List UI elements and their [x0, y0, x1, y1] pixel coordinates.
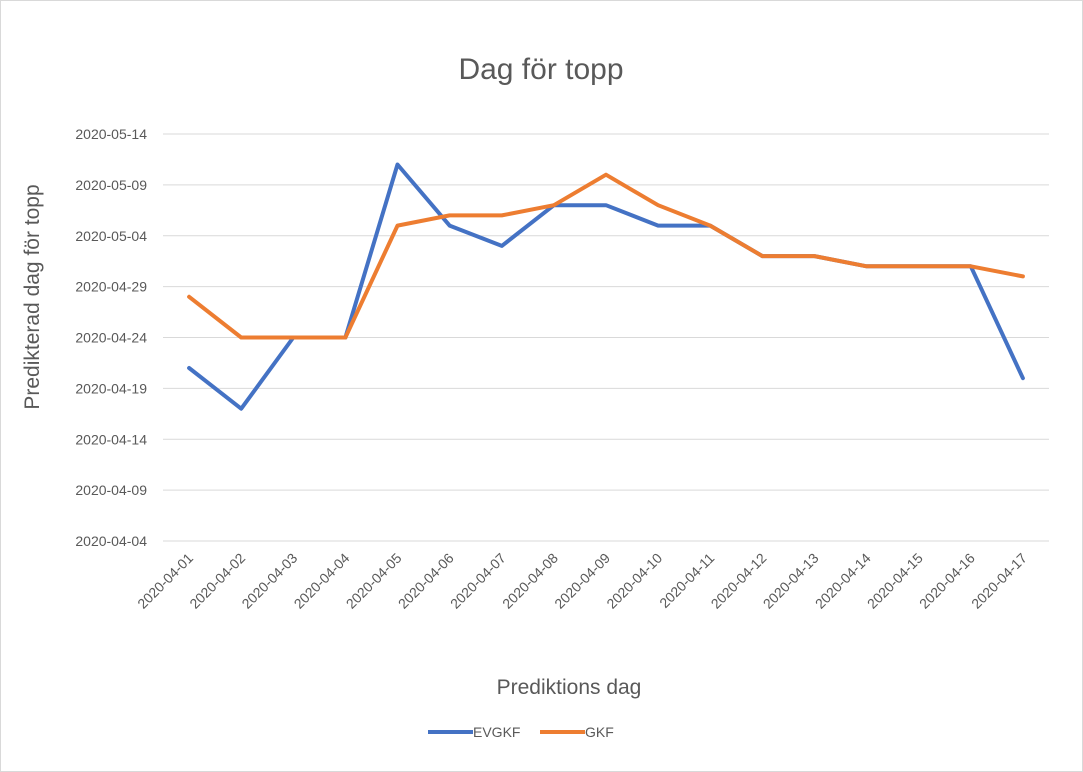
- y-tick-label: 2020-04-29: [75, 279, 147, 295]
- x-tick-label: 2020-04-10: [603, 550, 665, 612]
- x-axis-tick-labels: 2020-04-012020-04-022020-04-032020-04-04…: [134, 550, 1030, 612]
- series-line-gkf: [187, 172, 1025, 340]
- series-lines: [187, 162, 1025, 411]
- x-axis-title: Prediktions dag: [497, 676, 642, 699]
- y-tick-label: 2020-04-04: [75, 533, 147, 549]
- y-axis-title: Predikterad dag för topp: [21, 184, 44, 409]
- gridlines: [163, 133, 1049, 542]
- y-tick-label: 2020-05-04: [75, 228, 147, 244]
- y-tick-label: 2020-05-09: [75, 177, 147, 193]
- legend-label-evgkf: EVGKF: [473, 724, 520, 740]
- y-tick-label: 2020-04-14: [75, 431, 147, 447]
- y-tick-label: 2020-05-14: [75, 126, 147, 142]
- y-tick-label: 2020-04-24: [75, 330, 147, 346]
- y-tick-label: 2020-04-09: [75, 482, 147, 498]
- chart-title: Dag för topp: [458, 53, 623, 86]
- y-axis-tick-labels: 2020-04-04 2020-04-09 2020-04-14 2020-04-19…: [75, 126, 147, 549]
- y-tick-label: 2020-04-19: [75, 380, 147, 396]
- x-tick-label: 2020-04-17: [968, 550, 1030, 612]
- legend: EVGKF GKF: [428, 724, 614, 740]
- legend-label-gkf: GKF: [585, 724, 614, 740]
